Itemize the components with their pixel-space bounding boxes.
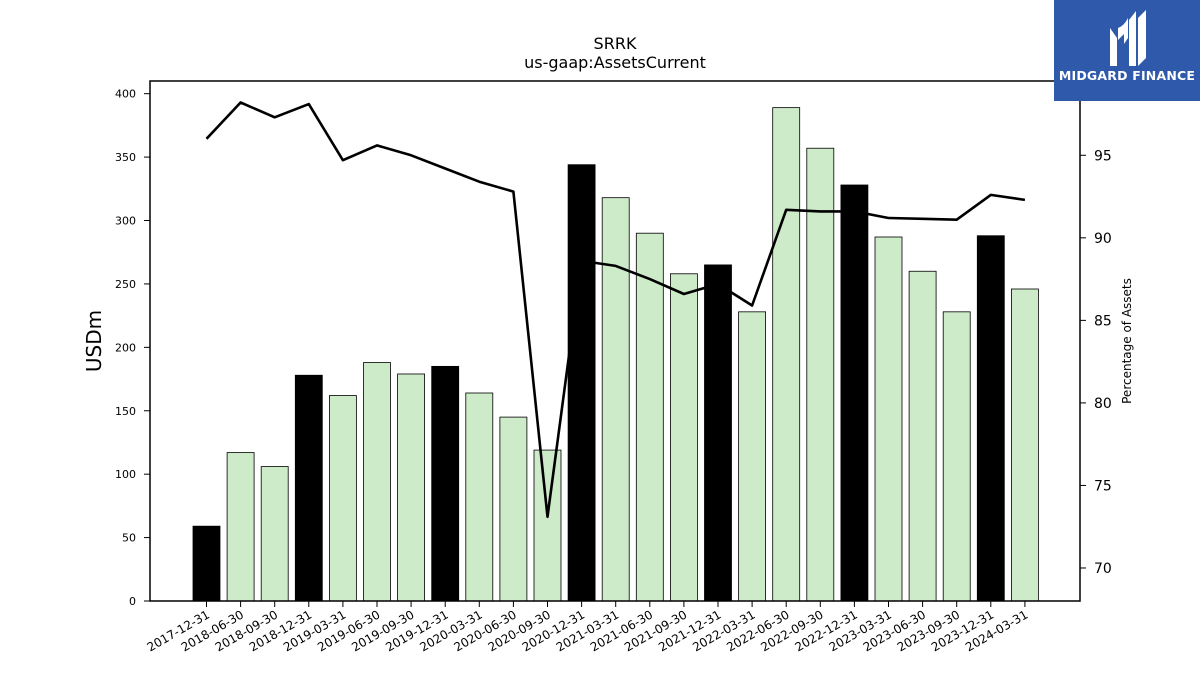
bar [465, 392, 494, 602]
y2-tick-label: 85 [1094, 313, 1112, 329]
plot-frame [149, 80, 1081, 602]
bar [260, 466, 289, 602]
y-axis-label: USDm [82, 310, 106, 372]
y2-tick-label: 95 [1094, 148, 1112, 164]
y-tick-label: 200 [115, 341, 136, 354]
bar [226, 452, 255, 602]
bar [363, 362, 391, 602]
bar [397, 373, 426, 602]
y2-tick-label: 75 [1094, 478, 1112, 494]
y2-axis-label: Percentage of Assets [1120, 278, 1134, 404]
bar [976, 235, 1005, 602]
bar [670, 273, 698, 602]
bar [499, 416, 528, 602]
y-tick-label: 150 [115, 405, 136, 418]
y-tick-label: 350 [115, 151, 136, 164]
logo-mark-icon [1110, 10, 1146, 66]
bar [294, 374, 323, 602]
bar [942, 311, 971, 602]
bar [431, 365, 460, 602]
bars-layer [192, 107, 1039, 602]
bar [1011, 288, 1039, 602]
bar [874, 236, 903, 602]
bar [772, 107, 801, 602]
logo-text: MIDGARD FINANCE [1058, 68, 1196, 83]
bar [601, 197, 630, 602]
bar [328, 395, 357, 602]
bar [567, 164, 596, 602]
bar [840, 184, 869, 602]
y-tick-label: 50 [122, 532, 136, 545]
y-tick-label: 400 [115, 88, 136, 101]
bar [635, 232, 664, 602]
line-layer [205, 101, 1026, 519]
bar [908, 270, 937, 602]
y-tick-label: 250 [115, 278, 136, 291]
chart-subtitle: us-gaap:AssetsCurrent [524, 53, 706, 72]
bar [738, 311, 766, 602]
y2-tick-label: 70 [1094, 561, 1112, 577]
chart-title: SRRK [594, 34, 637, 53]
bar [533, 449, 562, 602]
line-series [205, 101, 1026, 519]
bar [192, 525, 221, 602]
bar [806, 147, 835, 602]
y-tick-label: 300 [115, 215, 136, 228]
y2-tick-label: 90 [1094, 231, 1112, 247]
midgard-finance-logo: MIDGARD FINANCE [1054, 0, 1200, 101]
y-tick-label: 0 [129, 595, 136, 608]
bar [704, 264, 732, 602]
y-tick-label: 100 [115, 468, 136, 481]
y2-tick-label: 80 [1094, 396, 1112, 412]
